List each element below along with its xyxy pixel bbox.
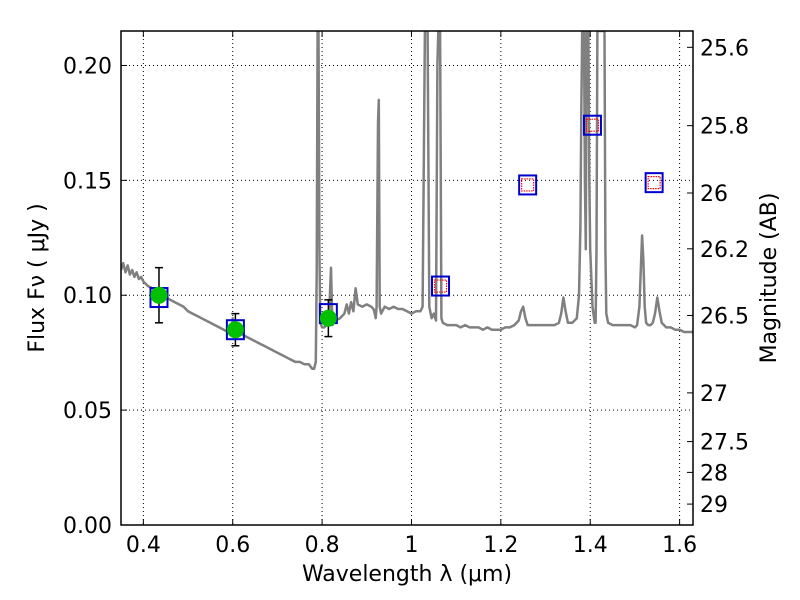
upper-limit-point (647, 176, 661, 190)
y-tick-label: 0.15 (63, 169, 112, 194)
model-point (644, 172, 664, 194)
y-axis-label: Flux Fν ( μJy ) (25, 203, 50, 352)
model-point (518, 174, 538, 196)
measured-point (150, 286, 168, 304)
y-tick-label: 0.00 (63, 514, 112, 539)
mag-tick-label: 26 (700, 182, 728, 207)
spectrum-line (121, 31, 693, 371)
mag-tick-label: 26.2 (700, 238, 749, 263)
y-tick-label: 0.20 (63, 54, 112, 79)
plot-frame (120, 30, 694, 526)
photometry-points (149, 114, 664, 347)
x-tick-label: 1.2 (483, 533, 518, 558)
mag-tick-label: 29 (700, 493, 728, 518)
grid (121, 31, 693, 526)
mag-tick-label: 25.6 (700, 36, 749, 61)
spectrum-series (121, 31, 693, 371)
x-tick-label: 1 (404, 533, 418, 558)
y-tick-label: 0.05 (63, 399, 112, 424)
y-tick-label: 0.10 (63, 284, 112, 309)
mag-tick-label: 26.5 (700, 304, 749, 329)
x-tick-label: 0.4 (126, 533, 161, 558)
upper-limit-point (521, 178, 535, 192)
mag-tick-label: 25.8 (700, 115, 749, 140)
model-point (431, 275, 451, 297)
x-tick-label: 0.6 (215, 533, 250, 558)
y2-axis-label: Magnitude (AB) (757, 193, 782, 364)
ticks: 0.4 0.6 0.8 1 1.2 1.4 1.6 0.00 0.05 0.10 0.15 0.20 2… (63, 31, 749, 558)
x-tick-label: 0.8 (305, 533, 340, 558)
measured-point (226, 321, 244, 339)
mag-tick-label: 28 (700, 461, 728, 486)
x-tick-label: 1.6 (662, 533, 697, 558)
mag-tick-label: 27 (700, 382, 728, 407)
x-tick-label: 1.4 (573, 533, 608, 558)
mag-tick-label: 27.5 (700, 431, 749, 456)
upper-limit-point (433, 279, 448, 293)
measured-point (319, 309, 337, 327)
upper-limit-point (585, 118, 600, 132)
model-point (582, 114, 602, 136)
x-axis-label: Wavelength λ (μm) (302, 562, 512, 587)
